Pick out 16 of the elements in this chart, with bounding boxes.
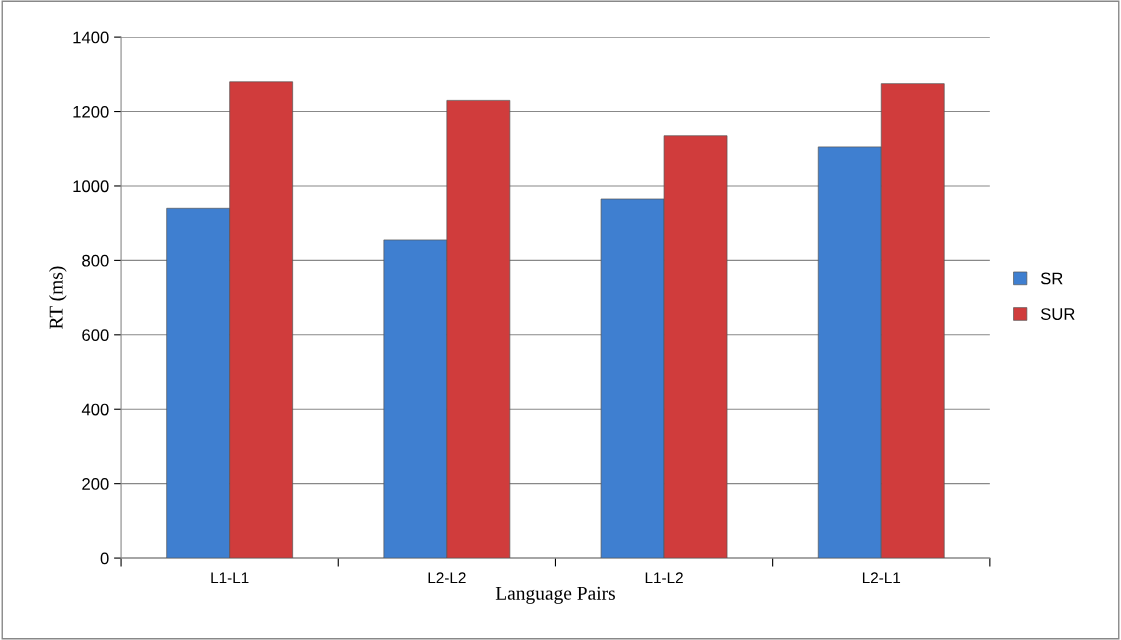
- y-tick-label: 400: [81, 403, 109, 416]
- y-tick-label: 800: [82, 254, 109, 267]
- y-axis-title: RT (ms): [49, 266, 67, 329]
- x-tick-label: L2-L1: [862, 572, 901, 584]
- y-tick-label: 0: [100, 552, 109, 565]
- legend-label: SUR: [1040, 308, 1075, 320]
- y-tick-label: 200: [82, 478, 109, 490]
- legend-label: SR: [1040, 272, 1063, 285]
- y-tick-label: 1400: [73, 31, 109, 44]
- y-tick-label: 1200: [73, 105, 109, 118]
- y-tick-label: 600: [82, 329, 109, 342]
- y-tick-label: 1000: [73, 180, 109, 193]
- x-tick-label: L1-L1: [211, 572, 249, 584]
- x-tick-label: L1-L2: [645, 572, 683, 584]
- x-axis-title: Language Pairs: [495, 586, 615, 604]
- x-tick-label: L2-L2: [428, 572, 466, 584]
